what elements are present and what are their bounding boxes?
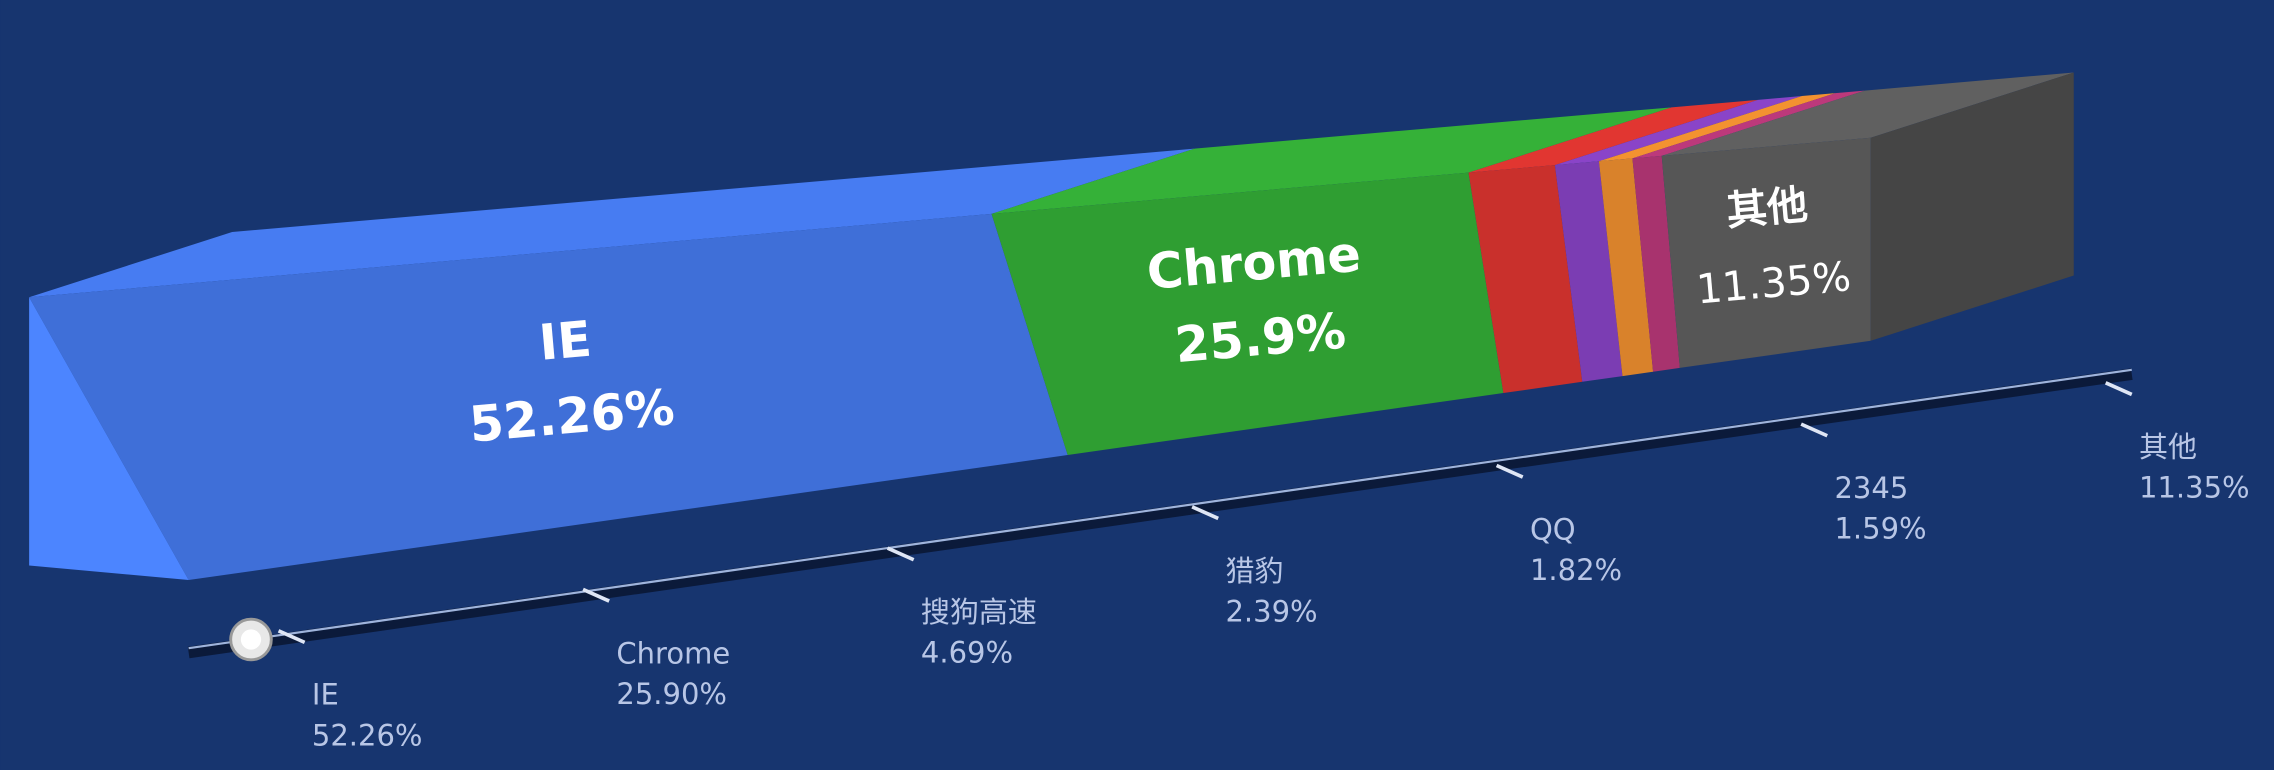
axis-tick (582, 587, 610, 603)
slider-knob-center (240, 629, 262, 650)
axis-tick (1495, 463, 1524, 479)
axis-value-label: 1.82% (1530, 553, 1622, 587)
axis-line (188, 368, 2132, 650)
bar-segment-top (1632, 90, 1865, 159)
bar-segment-top (1468, 99, 1758, 173)
axis-category-label: Chrome (616, 636, 730, 670)
bar-segment-side (1870, 72, 2074, 341)
axis-value-label: 4.69% (921, 636, 1013, 670)
axis-value-label: 2.39% (1225, 594, 1317, 628)
axis-value-label: 25.90% (616, 677, 727, 711)
bar-segment-top (991, 107, 1672, 214)
axis-shadow (187, 368, 2133, 659)
axis-tick (886, 546, 915, 562)
axis-category-label: 搜狗高速 (921, 595, 1037, 629)
bar-segment (1468, 165, 1583, 394)
axis-tick (277, 629, 306, 645)
bar-segment (991, 172, 1504, 455)
bar-category-label: 其他 (1724, 180, 1809, 235)
axis-category-label: QQ (1530, 512, 1576, 546)
bar-category-label: IE (537, 310, 594, 372)
bar-segment-top (1598, 93, 1836, 162)
axis-category-label: 2345 (1834, 471, 1908, 505)
bar-segment (1632, 155, 1680, 372)
bar-segment (1554, 161, 1623, 382)
axis-tick (1191, 505, 1219, 521)
bar-segment-top (1661, 72, 2074, 156)
axis-tick (1800, 422, 1828, 438)
bar-segment (1598, 158, 1654, 377)
axis-value-label: 11.35% (2139, 470, 2250, 504)
bar-segment (1661, 137, 1871, 368)
bar-segment-top (1554, 96, 1802, 166)
bar-segment (29, 213, 1068, 581)
axis-category-label: IE (312, 678, 339, 712)
axis-value-label: 52.26% (312, 718, 423, 752)
axis-value-label: 1.59% (1834, 512, 1926, 546)
bar-segment-end (29, 297, 189, 581)
bar-segment-top (29, 148, 1195, 298)
axis-category-label: 猎豹 (1225, 554, 1283, 588)
axis-category-label: 其他 (2139, 430, 2197, 464)
axis-tick (2104, 381, 2133, 397)
